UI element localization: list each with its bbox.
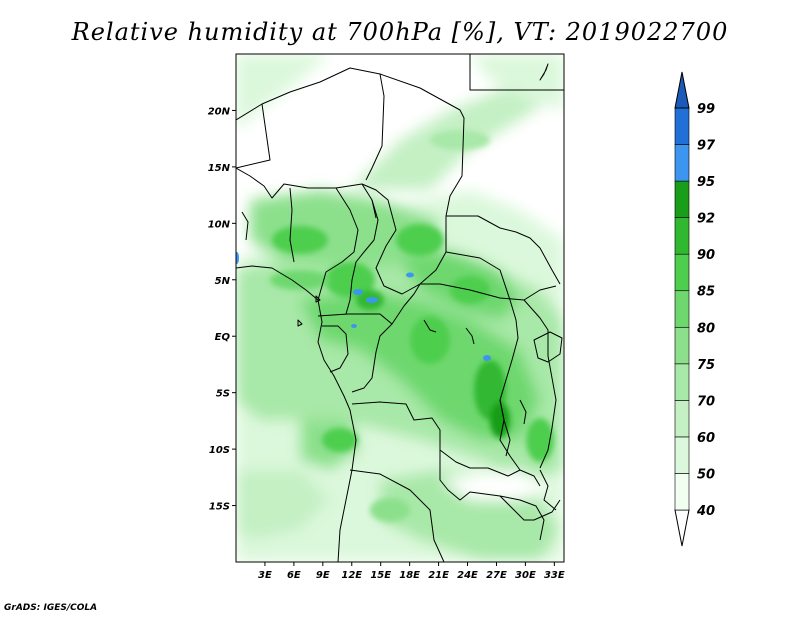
grads-credit: GrADS: IGES/COLA	[4, 603, 98, 613]
colorbar-label: 50	[697, 467, 715, 482]
lon-tick-label: 15E	[370, 570, 391, 581]
lon-tick-label: 12E	[341, 570, 362, 581]
lon-tick-label: 33E	[544, 570, 565, 581]
lon-tick-label: 21E	[428, 570, 449, 581]
colorbar-label: 97	[697, 139, 716, 154]
colorbar-segment	[674, 290, 690, 328]
lat-tick-label: EQ	[215, 332, 231, 343]
colorbar-segment	[674, 473, 690, 511]
lon-tick-label: 6E	[287, 570, 301, 581]
lat-tick-label: 10S	[209, 445, 230, 456]
plot-frame	[235, 53, 565, 563]
lat-tick-label: 15N	[208, 163, 231, 174]
humidity-field	[236, 54, 564, 562]
map-title: Relative humidity at 700hPa [%], VT: 201…	[71, 18, 729, 46]
colorbar-label: 92	[697, 212, 715, 227]
colorbar-label: 85	[697, 285, 715, 300]
latitude-axis: 20N 15N 10N 5N EQ 5S 10S 15S	[208, 106, 236, 513]
colorbar-upper-triangle	[674, 71, 690, 109]
lon-tick-label: 9E	[316, 570, 330, 581]
colorbar-segment	[674, 326, 690, 365]
lat-tick-label: 10N	[208, 219, 231, 230]
lat-tick-label: 5N	[215, 276, 231, 287]
colorbar-lower-triangle	[674, 509, 690, 547]
colorbar-label: 70	[697, 394, 715, 409]
lat-tick-label: 5S	[216, 389, 230, 400]
lon-tick-label: 3E	[258, 570, 272, 581]
colorbar-segment	[674, 107, 690, 145]
colorbar-label: 99	[697, 102, 715, 117]
colorbar-segment	[674, 400, 690, 438]
lon-tick-label: 24E	[457, 570, 478, 581]
colorbar-segment	[674, 217, 690, 255]
colorbar-segment	[674, 253, 690, 292]
colorbar: 40 50 60 70 75 80 85 90 92 95 97 99	[674, 71, 716, 547]
lon-tick-label: 18E	[399, 570, 420, 581]
longitude-axis: 3E 6E 9E 12E 15E 18E 21E 24E 27E 30E 33E	[258, 562, 565, 581]
colorbar-label: 80	[697, 321, 715, 336]
colorbar-segment	[674, 144, 690, 182]
colorbar-segment	[674, 436, 690, 474]
colorbar-segment	[674, 180, 690, 218]
lon-tick-label: 30E	[515, 570, 536, 581]
colorbar-label: 40	[696, 504, 715, 519]
colorbar-segment	[674, 363, 690, 401]
lat-tick-label: 15S	[209, 502, 230, 513]
lat-tick-label: 20N	[208, 106, 231, 117]
colorbar-label: 75	[697, 358, 715, 373]
lon-tick-label: 27E	[486, 570, 507, 581]
colorbar-label: 90	[697, 248, 715, 263]
colorbar-label: 95	[697, 175, 715, 190]
colorbar-label: 60	[697, 431, 715, 446]
